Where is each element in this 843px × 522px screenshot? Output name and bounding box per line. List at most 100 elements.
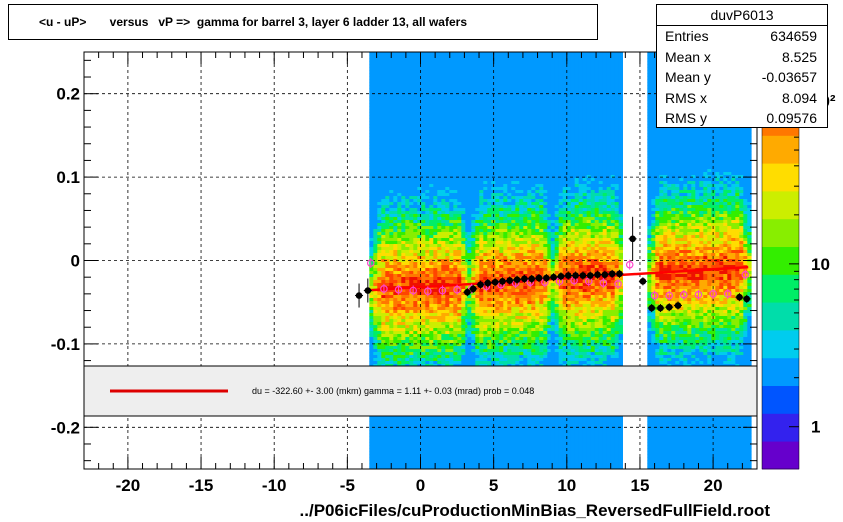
heatmap-cell: [393, 205, 398, 209]
heatmap-cell: [467, 430, 472, 434]
heatmap-cell: [389, 73, 394, 77]
heatmap-cell: [441, 307, 446, 311]
heatmap-cell: [487, 217, 492, 221]
heatmap-cell: [429, 136, 434, 140]
heatmap-cell: [369, 445, 374, 449]
heatmap-cell: [369, 223, 374, 227]
heatmap-cell: [487, 67, 492, 71]
heatmap-cell: [487, 202, 492, 206]
heatmap-cell: [429, 67, 434, 71]
heatmap-cell: [433, 184, 438, 188]
heatmap-cell: [381, 121, 386, 125]
heatmap-cell: [479, 322, 484, 326]
heatmap-cell: [425, 220, 430, 224]
heatmap-cell: [453, 217, 458, 221]
heatmap-cell: [461, 193, 466, 197]
heatmap-cell: [397, 82, 402, 86]
heatmap-cell: [381, 88, 386, 92]
heatmap-cell: [429, 238, 434, 242]
heatmap-cell: [457, 97, 462, 101]
heatmap-cell: [397, 262, 402, 266]
heatmap-cell: [389, 97, 394, 101]
heatmap-cell: [409, 130, 414, 134]
heatmap-cell: [385, 256, 390, 260]
heatmap-cell: [369, 217, 374, 221]
heatmap-cell: [417, 199, 422, 203]
heatmap-cell: [457, 52, 462, 56]
heatmap-cell: [437, 283, 442, 287]
heatmap-cell: [425, 193, 430, 197]
heatmap-cell: [483, 232, 488, 236]
heatmap-cell: [393, 421, 398, 425]
heatmap-cell: [377, 73, 382, 77]
heatmap-cell: [433, 352, 438, 356]
heatmap-cell: [471, 304, 476, 308]
heatmap-cell: [467, 184, 472, 188]
heatmap-cell: [409, 127, 414, 131]
heatmap-cell: [467, 121, 472, 125]
heatmap-cell: [433, 79, 438, 83]
heatmap-cell: [441, 361, 446, 365]
heatmap-cell: [487, 196, 492, 200]
heatmap-cell: [425, 157, 430, 161]
heatmap-cell: [499, 82, 504, 86]
heatmap-cell: [425, 88, 430, 92]
heatmap-cell: [461, 175, 466, 179]
heatmap-cell: [487, 361, 492, 365]
heatmap-cell: [381, 211, 386, 215]
heatmap-cell: [405, 130, 410, 134]
heatmap-cell: [429, 424, 434, 428]
heatmap-cell: [397, 283, 402, 287]
heatmap-cell: [413, 352, 418, 356]
heatmap-cell: [495, 430, 500, 434]
heatmap-cell: [401, 124, 406, 128]
heatmap-cell: [453, 256, 458, 260]
heatmap-cell: [503, 91, 508, 95]
heatmap-cell: [385, 466, 390, 470]
heatmap-cell: [397, 172, 402, 176]
heatmap-cell: [373, 457, 378, 461]
heatmap-cell: [381, 202, 386, 206]
heatmap-cell: [377, 184, 382, 188]
heatmap-cell: [397, 229, 402, 233]
heatmap-cell: [397, 112, 402, 116]
heatmap-cell: [405, 340, 410, 344]
heatmap-cell: [479, 448, 484, 452]
heatmap-cell: [457, 115, 462, 119]
heatmap-cell: [507, 355, 512, 359]
heatmap-cell: [397, 166, 402, 170]
heatmap-cell: [433, 445, 438, 449]
heatmap-cell: [421, 157, 426, 161]
heatmap-cell: [389, 235, 394, 239]
heatmap-cell: [385, 253, 390, 257]
heatmap-cell: [461, 256, 466, 260]
heatmap-cell: [457, 70, 462, 74]
heatmap-cell: [449, 361, 454, 365]
heatmap-cell: [377, 337, 382, 341]
heatmap-cell: [401, 262, 406, 266]
heatmap-cell: [437, 250, 442, 254]
heatmap-cell: [377, 328, 382, 332]
heatmap-cell: [409, 160, 414, 164]
heatmap-cell: [453, 235, 458, 239]
heatmap-cell: [475, 325, 480, 329]
heatmap-cell: [453, 277, 458, 281]
heatmap-cell: [405, 316, 410, 320]
heatmap-cell: [495, 460, 500, 464]
heatmap-cell: [405, 439, 410, 443]
heatmap-cell: [461, 154, 466, 158]
heatmap-cell: [421, 103, 426, 107]
heatmap-cell: [397, 337, 402, 341]
heatmap-cell: [499, 463, 504, 467]
heatmap-cell: [503, 190, 508, 194]
heatmap-cell: [433, 280, 438, 284]
heatmap-cell: [417, 217, 422, 221]
heatmap-cell: [393, 352, 398, 356]
heatmap-cell: [389, 193, 394, 197]
heatmap-cell: [385, 451, 390, 455]
heatmap-cell: [429, 64, 434, 68]
heatmap-cell: [413, 139, 418, 143]
heatmap-cell: [475, 205, 480, 209]
heatmap-cell: [373, 310, 378, 314]
heatmap-cell: [441, 280, 446, 284]
